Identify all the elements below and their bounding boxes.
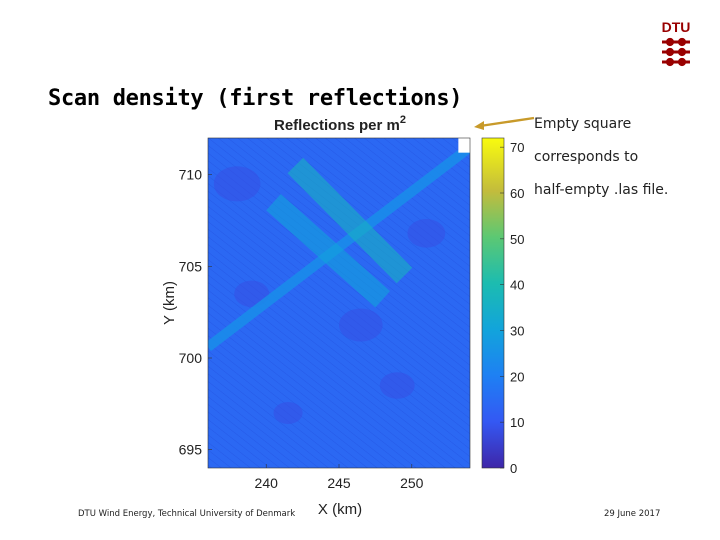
logo-emblem — [662, 39, 690, 64]
logo-dot-0 — [679, 39, 684, 44]
colorbar-tick-label: 70 — [510, 140, 524, 155]
x-tick-label: 240 — [255, 475, 279, 491]
footer-date: 29 June 2017 — [604, 509, 660, 519]
colorbar-tick-label: 40 — [510, 278, 524, 293]
slide-title: Scan density (first reflections) — [48, 86, 462, 111]
note-line-3: half-empty .las file. — [534, 174, 714, 207]
y-tick-label: 710 — [179, 167, 203, 183]
logo-dot-1 — [667, 49, 672, 54]
y-axis-label: Y (km) — [161, 281, 178, 325]
footer-institution: DTU Wind Energy, Technical University of… — [78, 509, 295, 519]
low-density-patch-3 — [407, 219, 445, 248]
chart-svg: Reflections per m2 240 245 250 69570070571… — [150, 108, 530, 518]
empty-square — [458, 138, 470, 153]
chart-title: Reflections per m2 — [274, 114, 406, 134]
plot-area — [208, 138, 470, 468]
y-tick-label: 695 — [179, 442, 203, 458]
colorbar-tick-label: 30 — [510, 324, 524, 339]
x-tick-label: 245 — [327, 475, 351, 491]
colorbar-tick-label: 50 — [510, 232, 524, 247]
logo-dot-0 — [667, 39, 672, 44]
colorbar-tick-label: 10 — [510, 415, 524, 430]
chart-figure: Reflections per m2 240 245 250 695 700 705 71… — [150, 108, 530, 518]
y-axis: 695 700 705 710 — [179, 167, 212, 458]
y-tick-label: 700 — [179, 350, 203, 366]
y-tick-label: 705 — [179, 258, 203, 274]
logo-dot-1 — [679, 49, 684, 54]
colorbar — [482, 138, 504, 468]
logo-dot-2 — [667, 59, 672, 64]
logo-dot-2 — [679, 59, 684, 64]
low-density-patch-0 — [214, 166, 261, 201]
x-tick-label: 250 — [400, 475, 424, 491]
low-density-patch-5 — [380, 372, 415, 398]
logo-text: DTU — [662, 19, 691, 35]
annotation-note: Empty square corresponds to half-empty .… — [534, 108, 714, 207]
low-density-patch-4 — [274, 402, 303, 424]
note-line-1: Empty square — [534, 108, 714, 141]
colorbar-tick-label: 20 — [510, 369, 524, 384]
colorbar-tick-label: 60 — [510, 186, 524, 201]
colorbar-tick-label: 0 — [510, 461, 517, 476]
note-line-2: corresponds to — [534, 141, 714, 174]
dtu-logo: DTU — [656, 16, 696, 68]
low-density-patch-2 — [339, 309, 383, 342]
arrow-icon — [472, 112, 536, 132]
x-axis-label: X (km) — [318, 501, 362, 518]
